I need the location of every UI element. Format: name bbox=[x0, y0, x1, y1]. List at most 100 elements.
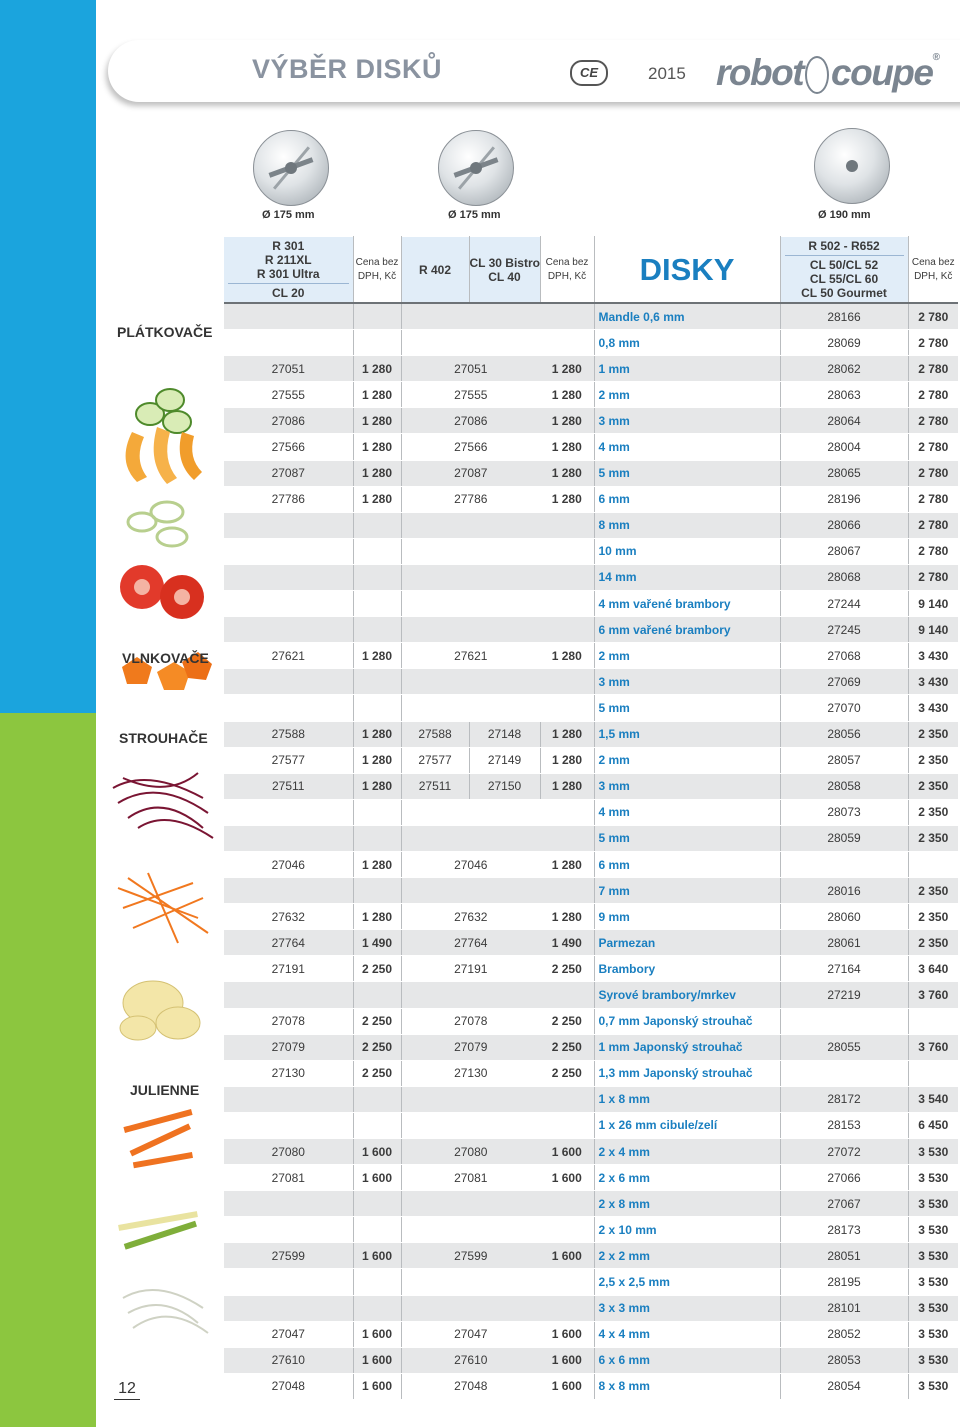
price-r402: 1 280 bbox=[540, 381, 595, 409]
table-row: 0,8 mm 28069 2 780 bbox=[224, 329, 958, 357]
code-r301: 27588 bbox=[224, 720, 354, 748]
price-r301 bbox=[353, 616, 402, 644]
vegetable-illustrations bbox=[120, 388, 212, 690]
price-r402 bbox=[540, 616, 595, 644]
code-r402: 27621 bbox=[401, 642, 540, 670]
code-r402: 27051 bbox=[401, 355, 540, 383]
table-row: 5 mm 27070 3 430 bbox=[224, 694, 958, 722]
price-r402 bbox=[540, 694, 595, 722]
code-cl30: 27148 bbox=[469, 720, 541, 748]
code-r502: 27219 bbox=[780, 981, 909, 1009]
code-r502: 28062 bbox=[780, 355, 909, 383]
code-r301: 27081 bbox=[224, 1164, 354, 1192]
code-r402 bbox=[401, 877, 540, 905]
code-r301: 27078 bbox=[224, 1007, 354, 1035]
price-r502: 2 780 bbox=[908, 302, 958, 331]
price-r502: 2 780 bbox=[908, 407, 958, 435]
price-r402: 1 280 bbox=[540, 642, 595, 670]
disc-label-3: Ø 190 mm bbox=[818, 209, 871, 221]
price-r502: 2 350 bbox=[908, 720, 958, 748]
code-r502: 27245 bbox=[780, 616, 909, 644]
code-r402: 27047 bbox=[401, 1320, 540, 1348]
price-r502: 2 350 bbox=[908, 903, 958, 931]
price-r301: 1 600 bbox=[353, 1320, 402, 1348]
code-r502: 28057 bbox=[780, 746, 909, 774]
header-price-2: Cena bez DPH, Kč bbox=[540, 236, 595, 304]
disc-description: 5 mm bbox=[594, 694, 781, 722]
code-r301: 27610 bbox=[224, 1346, 354, 1374]
code-r301: 27130 bbox=[224, 1059, 354, 1087]
table-row: 27051 1 280 27051 1 280 1 mm 28062 2 780 bbox=[224, 355, 958, 383]
price-r502: 2 780 bbox=[908, 563, 958, 592]
disc-description: 6 x 6 mm bbox=[594, 1346, 781, 1374]
code-r502: 28065 bbox=[780, 459, 909, 487]
price-r402: 1 280 bbox=[540, 850, 595, 879]
disc-description: 3 mm bbox=[594, 668, 781, 696]
disc-description: Syrové brambory/mrkev bbox=[594, 981, 781, 1009]
table-row: 27599 1 600 27599 1 600 2 x 2 mm 28051 3 530 bbox=[224, 1242, 958, 1270]
code-r301 bbox=[224, 563, 354, 592]
tomato-slices-icon bbox=[120, 565, 204, 619]
code-r502: 28016 bbox=[780, 877, 909, 905]
price-r402 bbox=[540, 590, 595, 618]
price-r402 bbox=[540, 798, 595, 826]
disc-image-2 bbox=[438, 130, 514, 206]
price-r301: 1 280 bbox=[353, 903, 402, 931]
code-r301 bbox=[224, 511, 354, 539]
price-r301: 1 280 bbox=[353, 720, 402, 748]
table-row: 8 mm 28066 2 780 bbox=[224, 511, 958, 539]
code-r502: 28059 bbox=[780, 824, 909, 852]
price-r502: 2 780 bbox=[908, 433, 958, 461]
table-row: Mandle 0,6 mm 28166 2 780 bbox=[224, 302, 958, 331]
code-r301: 27191 bbox=[224, 955, 354, 983]
table-row: 4 mm vařené brambory 27244 9 140 bbox=[224, 590, 958, 618]
code-r301 bbox=[224, 590, 354, 618]
code-r402: 27599 bbox=[401, 1242, 540, 1270]
header-price-3: Cena bez DPH, Kč bbox=[908, 236, 958, 304]
disc-label-2: Ø 175 mm bbox=[448, 209, 501, 221]
table-row: 27130 2 250 27130 2 250 1,3 mm Japonský stro… bbox=[224, 1059, 958, 1087]
price-r502: 6 450 bbox=[908, 1111, 958, 1140]
table-row: 2,5 x 2,5 mm 28195 3 530 bbox=[224, 1268, 958, 1296]
price-r502: 2 780 bbox=[908, 355, 958, 383]
carrot-strips-icon bbox=[117, 872, 209, 944]
price-r301: 1 280 bbox=[353, 485, 402, 513]
code-r402: 27610 bbox=[401, 1346, 540, 1374]
disc-description: 2,5 x 2,5 mm bbox=[594, 1268, 781, 1296]
code-r502: 28061 bbox=[780, 929, 909, 957]
table-row: 6 mm vařené brambory 27245 9 140 bbox=[224, 616, 958, 644]
code-r502: 28052 bbox=[780, 1320, 909, 1348]
table-row: 27610 1 600 27610 1 600 6 x 6 mm 28053 3 530 bbox=[224, 1346, 958, 1374]
table-row: 27078 2 250 27078 2 250 0,7 mm Japonský stro… bbox=[224, 1007, 958, 1035]
page-number: 12 bbox=[114, 1380, 140, 1400]
category-platkovace: PLÁTKOVAČE bbox=[117, 324, 213, 340]
code-r402 bbox=[401, 1216, 540, 1244]
disc-label-1: Ø 175 mm bbox=[262, 209, 315, 221]
price-r402 bbox=[540, 1111, 595, 1140]
table-row: 27632 1 280 27632 1 280 9 mm 28060 2 350 bbox=[224, 903, 958, 931]
code-r402 bbox=[401, 590, 540, 618]
price-r301: 1 280 bbox=[353, 642, 402, 670]
code-r402 bbox=[401, 798, 540, 826]
disc-description: 3 x 3 mm bbox=[594, 1294, 781, 1322]
potato-shreds-icon bbox=[119, 980, 201, 1041]
price-r502: 3 530 bbox=[908, 1164, 958, 1192]
code-r301 bbox=[224, 537, 354, 565]
code-r402 bbox=[401, 1268, 540, 1296]
disc-description: 2 x 6 mm bbox=[594, 1164, 781, 1192]
price-r502: 3 760 bbox=[908, 1033, 958, 1061]
table-header-row: R 301 R 211XL R 301 Ultra CL 20 Cena bez… bbox=[224, 236, 958, 304]
price-r301 bbox=[353, 668, 402, 696]
price-r301: 1 490 bbox=[353, 929, 402, 957]
code-r402: 27764 bbox=[401, 929, 540, 957]
table-row: 27048 1 600 27048 1 600 8 x 8 mm 28054 3 530 bbox=[224, 1372, 958, 1400]
code-r402 bbox=[401, 1085, 540, 1113]
code-r502: 28073 bbox=[780, 798, 909, 826]
price-r301: 1 280 bbox=[353, 746, 402, 774]
price-r402 bbox=[540, 981, 595, 1009]
price-r402: 1 280 bbox=[540, 355, 595, 383]
disc-description: 2 mm bbox=[594, 381, 781, 409]
code-r301: 27577 bbox=[224, 746, 354, 774]
code-r502: 28058 bbox=[780, 772, 909, 800]
price-r502: 3 430 bbox=[908, 694, 958, 722]
